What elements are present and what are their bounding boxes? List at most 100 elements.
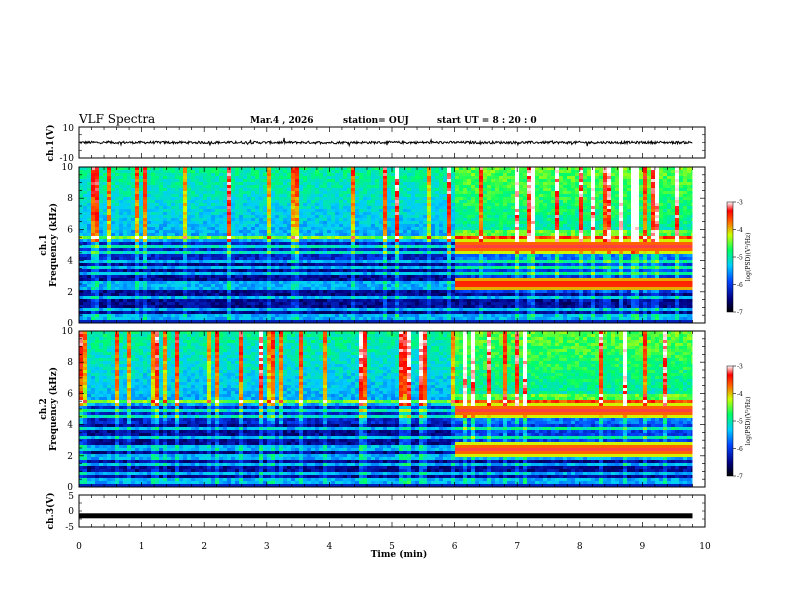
spectrogram-cell xyxy=(175,311,180,315)
spectrogram-cell xyxy=(367,260,372,264)
spectrogram-cell xyxy=(111,308,116,312)
spectrogram-cell xyxy=(271,227,276,231)
spectrogram-cell xyxy=(195,173,200,177)
spectrogram-cell xyxy=(159,206,164,210)
spectrogram-cell xyxy=(399,296,404,300)
spectrogram-cell xyxy=(131,212,136,216)
spectrogram-cell xyxy=(187,287,192,291)
spectrogram-cell xyxy=(447,200,452,204)
spectrogram-cell xyxy=(375,230,380,234)
spectrogram-cell xyxy=(335,287,340,291)
spectrogram-cell xyxy=(211,176,216,180)
spectrogram-cell xyxy=(447,242,452,246)
spectrogram-cell xyxy=(335,290,340,294)
spectrogram-cell xyxy=(435,173,440,177)
spectrogram-cell xyxy=(179,308,184,312)
spectrogram-cell xyxy=(183,245,188,249)
spectrogram-cell xyxy=(295,311,300,315)
spectrogram-cell xyxy=(87,194,92,198)
spectrogram-cell xyxy=(383,224,388,228)
spectrogram-cell xyxy=(447,233,452,237)
spectrogram-cell xyxy=(447,269,452,273)
spectrogram-cell xyxy=(235,218,240,222)
spectrogram-cell xyxy=(179,170,184,174)
spectrogram-cell xyxy=(307,218,312,222)
spectrogram-cell xyxy=(295,263,300,267)
spectrogram-cell xyxy=(103,215,108,219)
spectrogram-cell xyxy=(159,305,164,309)
spectrogram-cell xyxy=(395,278,400,282)
spectrogram-cell xyxy=(367,215,372,219)
spectrogram-cell xyxy=(315,179,320,183)
spectrogram-cell xyxy=(231,287,236,291)
spectrogram-cell xyxy=(443,242,448,246)
spectrogram-cell xyxy=(131,182,136,186)
spectrogram-cell xyxy=(79,293,84,297)
spectrogram-cell xyxy=(251,275,256,279)
spectrogram-cell xyxy=(139,290,144,294)
spectrogram-cell xyxy=(167,191,172,195)
spectrogram-cell xyxy=(447,308,452,312)
spectrogram-cell xyxy=(439,302,444,306)
spectrogram-cell xyxy=(247,263,252,267)
spectrogram-cell xyxy=(103,209,108,213)
spectrogram-cell xyxy=(311,242,316,246)
spectrogram-cell xyxy=(439,215,444,219)
spectrogram-cell xyxy=(107,191,112,195)
spectrogram-cell xyxy=(215,311,220,315)
spectrogram-cell xyxy=(255,170,260,174)
spectrogram-cell xyxy=(411,215,416,219)
spectrogram-cell xyxy=(355,254,360,258)
spectrogram-cell xyxy=(399,245,404,249)
spectrogram-cell xyxy=(347,257,352,261)
spectrogram-cell xyxy=(259,191,264,195)
spectrogram-cell xyxy=(111,176,116,180)
spectrogram-cell xyxy=(87,248,92,252)
spectrogram-cell xyxy=(147,212,152,216)
spectrogram-cell xyxy=(423,200,428,204)
spectrogram-cell xyxy=(275,224,280,228)
spectrogram-cell xyxy=(255,206,260,210)
spectrogram-cell xyxy=(167,263,172,267)
spectrogram-cell xyxy=(323,293,328,297)
spectrogram-cell xyxy=(95,203,100,207)
spectrogram-cell xyxy=(115,299,120,303)
spectrogram-cell xyxy=(255,293,260,297)
spectrogram-cell xyxy=(307,242,312,246)
spectrogram-cell xyxy=(119,308,124,312)
spectrogram-cell xyxy=(351,230,356,234)
spectrogram-cell xyxy=(259,233,264,237)
spectrogram-cell xyxy=(363,317,368,321)
spectrogram-cell xyxy=(447,320,452,324)
spectrogram-cell xyxy=(107,233,112,237)
spectrogram-cell xyxy=(183,317,188,321)
spectrogram-cell xyxy=(267,197,272,201)
spectrogram-cell xyxy=(367,275,372,279)
spectrogram-cell xyxy=(223,212,228,216)
spectrogram-cell xyxy=(291,206,296,210)
spectrogram-cell xyxy=(127,221,132,225)
spectrogram-cell xyxy=(119,233,124,237)
spectrogram-cell xyxy=(215,251,220,255)
spectrogram-cell xyxy=(387,212,392,216)
spectrogram-cell xyxy=(339,236,344,240)
spectrogram-cell xyxy=(251,260,256,264)
spectrogram-cell xyxy=(227,275,232,279)
spectrogram-cell xyxy=(95,308,100,312)
spectrogram-cell xyxy=(83,308,88,312)
spectrogram-cell xyxy=(223,251,228,255)
spectrogram-cell xyxy=(195,224,200,228)
spectrogram-cell xyxy=(343,269,348,273)
spectrogram-cell xyxy=(139,212,144,216)
spectrogram-cell xyxy=(299,284,304,288)
spectrogram-cell xyxy=(151,167,156,171)
spectrogram-cell xyxy=(195,221,200,225)
spectrogram-cell xyxy=(351,251,356,255)
spectrogram-cell xyxy=(283,320,288,324)
spectrogram-cell xyxy=(427,209,432,213)
spectrogram-cell xyxy=(327,272,332,276)
spectrogram-cell xyxy=(143,221,148,225)
spectrogram-cell xyxy=(163,215,168,219)
spectrogram-cell xyxy=(407,203,412,207)
spectrogram-cell xyxy=(447,284,452,288)
